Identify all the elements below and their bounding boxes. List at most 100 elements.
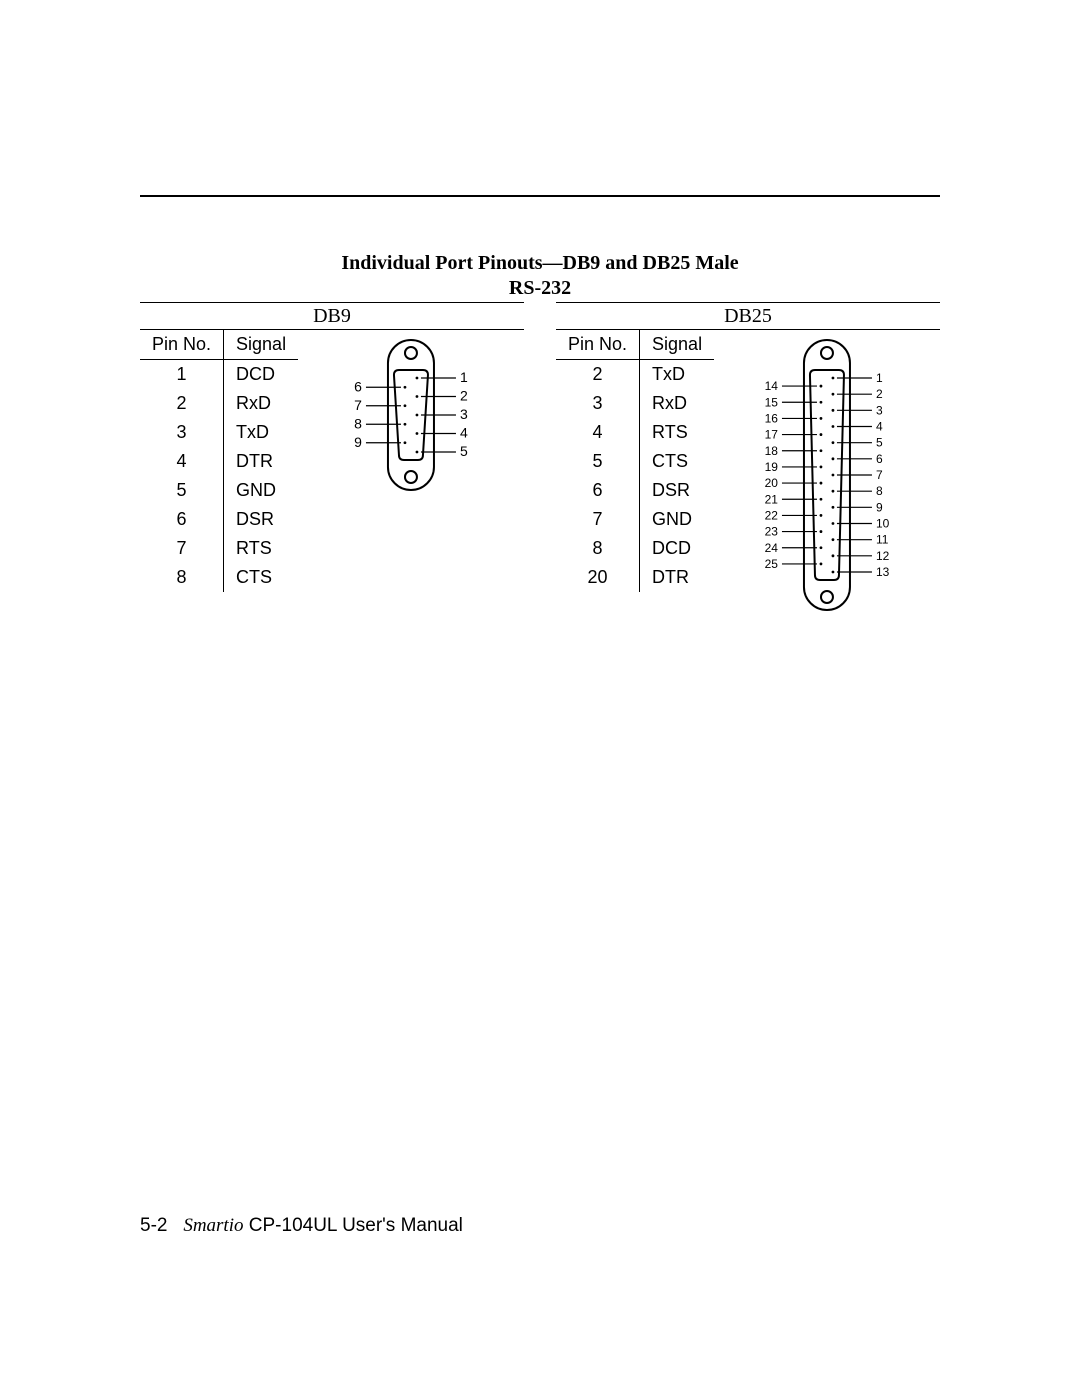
svg-text:23: 23 [765,525,779,539]
table-row: 5GND [140,476,298,505]
page-footer: 5-2 Smartio CP-104UL User's Manual [140,1215,463,1237]
svg-text:20: 20 [765,476,779,490]
svg-text:6: 6 [876,452,883,466]
table-cell: DSR [640,476,715,505]
footer-brand: Smartio [183,1215,243,1236]
table-row: 4RTS [556,418,714,447]
table-row: 7GND [556,505,714,534]
table-cell: DCD [640,534,715,563]
content-row: DB9 Pin No. Signal 1DCD2RxD3TxD4DTR5GND6… [140,302,940,620]
table-cell: 1 [140,360,224,390]
table-cell: 7 [556,505,640,534]
table-row: 2RxD [140,389,298,418]
table-row: 1DCD [140,360,298,390]
table-cell: TxD [224,418,299,447]
table-row: 8DCD [556,534,714,563]
table-cell: TxD [640,360,715,390]
svg-text:22: 22 [765,508,779,522]
table-row: 2TxD [556,360,714,390]
section-subtitle: RS-232 [140,277,940,300]
svg-text:21: 21 [765,492,779,506]
table-cell: 8 [556,534,640,563]
footer-pageno: 5-2 [140,1215,167,1236]
table-cell: CTS [640,447,715,476]
table-cell: 5 [556,447,640,476]
svg-text:3: 3 [460,406,468,422]
svg-text:2: 2 [876,387,883,401]
svg-text:7: 7 [876,468,883,482]
table-cell: RTS [224,534,299,563]
table-cell: DSR [224,505,299,534]
db25-col-signal: Signal [640,330,715,360]
svg-text:5: 5 [876,436,883,450]
svg-text:16: 16 [765,411,779,425]
svg-text:5: 5 [460,443,468,459]
db25-diagram: 1234567891011121314151617181920212223242… [714,330,940,620]
svg-text:24: 24 [765,541,779,555]
table-cell: 4 [556,418,640,447]
table-row: 6DSR [140,505,298,534]
table-cell: 7 [140,534,224,563]
table-row: 8CTS [140,563,298,592]
footer-rest: CP-104UL User's Manual [244,1215,463,1236]
svg-text:19: 19 [765,460,779,474]
table-row: 4DTR [140,447,298,476]
svg-text:4: 4 [876,420,883,434]
db9-header: DB9 [140,302,524,330]
table-cell: DTR [224,447,299,476]
table-cell: GND [640,505,715,534]
svg-text:15: 15 [765,395,779,409]
table-cell: CTS [224,563,299,592]
svg-text:8: 8 [354,415,362,431]
table-cell: DTR [640,563,715,592]
table-cell: RxD [224,389,299,418]
svg-text:8: 8 [876,484,883,498]
svg-text:11: 11 [876,533,889,547]
table-cell: RTS [640,418,715,447]
db25-header: DB25 [556,302,940,330]
table-row: 6DSR [556,476,714,505]
table-cell: RxD [640,389,715,418]
table-cell: 8 [140,563,224,592]
svg-text:14: 14 [765,379,779,393]
table-cell: 20 [556,563,640,592]
table-cell: 4 [140,447,224,476]
table-cell: 6 [556,476,640,505]
table-cell: 3 [140,418,224,447]
db25-col-pin: Pin No. [556,330,640,360]
db25-block: DB25 Pin No. Signal 2TxD3RxD4RTS5CTS6DSR… [556,302,940,620]
table-row: 5CTS [556,447,714,476]
svg-text:1: 1 [460,369,468,385]
table-cell: 2 [140,389,224,418]
svg-text:17: 17 [765,428,779,442]
db9-col-pin: Pin No. [140,330,224,360]
table-cell: 5 [140,476,224,505]
table-row: 3TxD [140,418,298,447]
svg-text:4: 4 [460,425,468,441]
svg-text:2: 2 [460,388,468,404]
svg-text:9: 9 [354,434,362,450]
section-title: Individual Port Pinouts—DB9 and DB25 Mal… [140,252,940,275]
svg-text:25: 25 [765,557,779,571]
table-row: 3RxD [556,389,714,418]
db9-diagram: 1 2 3 4 5 6 7 8 9 [298,330,524,500]
table-row: 7RTS [140,534,298,563]
db9-block: DB9 Pin No. Signal 1DCD2RxD3TxD4DTR5GND6… [140,302,524,620]
svg-text:12: 12 [876,549,890,563]
svg-text:3: 3 [876,403,883,417]
table-cell: GND [224,476,299,505]
table-cell: 2 [556,360,640,390]
svg-text:7: 7 [354,397,362,413]
table-cell: DCD [224,360,299,390]
svg-text:13: 13 [876,565,890,579]
table-cell: 3 [556,389,640,418]
db9-col-signal: Signal [224,330,299,360]
db25-table: Pin No. Signal 2TxD3RxD4RTS5CTS6DSR7GND8… [556,330,714,592]
svg-text:1: 1 [876,371,883,385]
top-rule [140,195,940,197]
svg-text:18: 18 [765,444,779,458]
svg-text:9: 9 [876,500,883,514]
table-cell: 6 [140,505,224,534]
svg-text:6: 6 [354,378,362,394]
svg-text:10: 10 [876,517,890,531]
